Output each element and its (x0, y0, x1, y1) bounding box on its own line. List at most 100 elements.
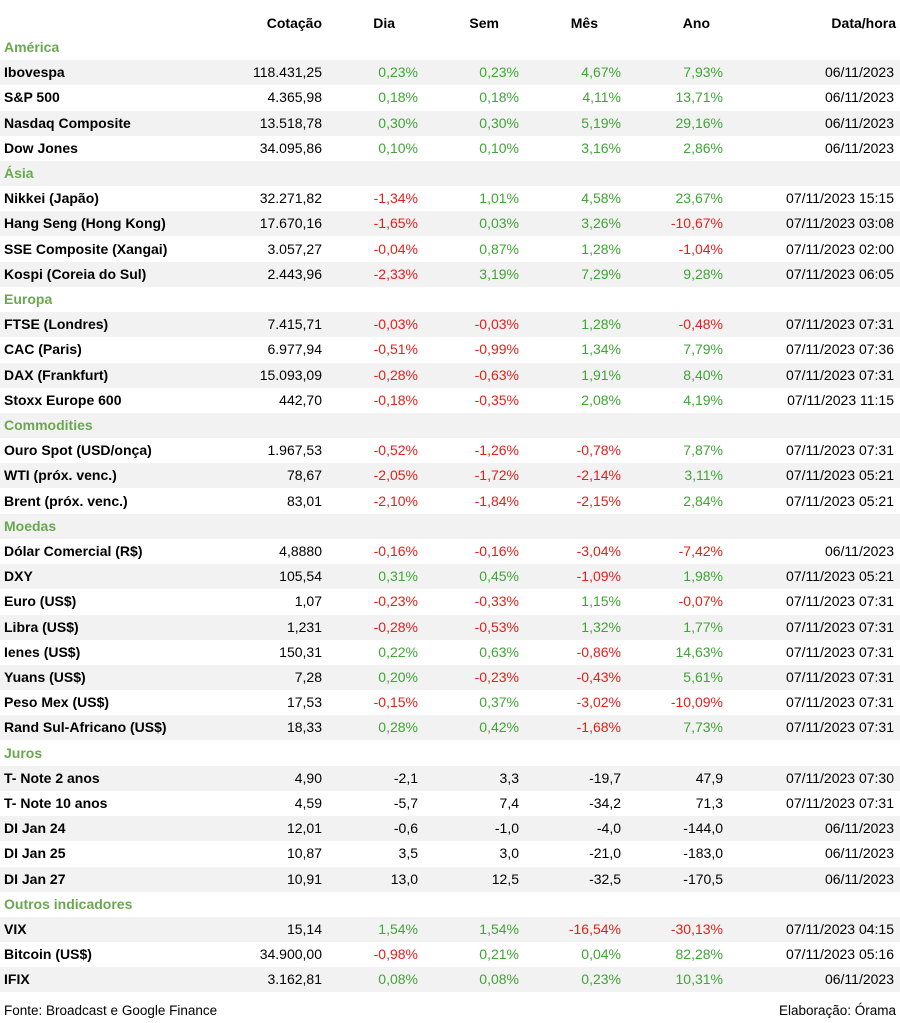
cell-ano: 1,98% (683, 568, 723, 584)
section-title: Commodities (4, 417, 93, 433)
cell-dia: -2,33% (373, 266, 418, 282)
cell-cotacao: 4.365,98 (267, 89, 323, 105)
cell-cotacao: 10,87 (286, 845, 322, 861)
section-title: Ásia (4, 165, 34, 181)
cell-mes: -4,0 (596, 820, 621, 836)
cell-datahora: 07/11/2023 07:31 (786, 316, 894, 332)
cell-ano: 2,84% (683, 493, 723, 509)
cell-cotacao: 17.670,16 (259, 215, 322, 231)
cell-dia: 0,18% (378, 89, 418, 105)
cell-ano: -30,13% (670, 921, 723, 937)
table-row: T- Note 2 anos 4,90 -2,1 3,3 -19,7 47,9 07/11/… (0, 766, 900, 791)
cell-mes: -0,78% (576, 442, 621, 458)
cell-dia: 0,20% (378, 669, 418, 685)
cell-ano: 4,19% (683, 392, 723, 408)
cell-datahora: 07/11/2023 03:08 (786, 215, 894, 231)
cell-cotacao: 32.271,82 (259, 190, 322, 206)
cell-cotacao: 7.415,71 (267, 316, 323, 332)
cell-sem: 0,63% (479, 644, 519, 660)
cell-sem: -1,26% (474, 442, 519, 458)
table-row: S&P 500 4.365,98 0,18% 0,18% 4,11% 13,71% 06/1… (0, 85, 900, 110)
table-row: Stoxx Europe 600 442,70 -0,18% -0,35% 2,08% 4… (0, 388, 900, 413)
header-datahora: Data/hora (831, 15, 896, 31)
cell-dia: 0,08% (378, 971, 418, 987)
cell-sem: -0,53% (474, 619, 519, 635)
cell-mes: 4,11% (582, 89, 621, 105)
row-name: Stoxx Europe 600 (4, 392, 122, 408)
cell-ano: -7,42% (678, 543, 723, 559)
cell-ano: 3,11% (684, 467, 723, 483)
row-name: DI Jan 24 (4, 820, 66, 836)
table-row: DI Jan 27 10,91 13,0 12,5 -32,5 -170,5 06/11/2… (0, 867, 900, 892)
row-name: DI Jan 25 (4, 845, 66, 861)
cell-datahora: 07/11/2023 15:15 (786, 190, 894, 206)
section-header: Ásia (0, 161, 900, 186)
cell-cotacao: 4,90 (294, 770, 322, 786)
cell-cotacao: 18,33 (286, 719, 322, 735)
cell-dia: -2,1 (393, 770, 418, 786)
cell-datahora: 06/11/2023 (824, 871, 894, 887)
cell-sem: -0,16% (474, 543, 519, 559)
table-row: Peso Mex (US$) 17,53 -0,15% 0,37% -3,02% -10,… (0, 690, 900, 715)
cell-sem: -0,03% (474, 316, 519, 332)
cell-dia: 0,30% (378, 115, 418, 131)
header-name (0, 11, 244, 36)
cell-cotacao: 3.057,27 (267, 241, 323, 257)
table-row: DXY 105,54 0,31% 0,45% -1,09% 1,98% 07/11/2023… (0, 564, 900, 589)
cell-cotacao: 15,14 (286, 921, 322, 937)
cell-dia: -2,10% (373, 493, 418, 509)
cell-mes: 1,15% (581, 593, 621, 609)
cell-datahora: 07/11/2023 02:00 (786, 241, 894, 257)
cell-datahora: 07/11/2023 07:30 (786, 770, 894, 786)
table-row: Hang Seng (Hong Kong) 17.670,16 -1,65% 0,03… (0, 211, 900, 236)
cell-sem: 3,0 (499, 845, 519, 861)
credit-note: Elaboração: Órama (778, 1003, 896, 1018)
row-name: Brent (próx. venc.) (4, 493, 128, 509)
cell-ano: -170,5 (683, 871, 723, 887)
cell-dia: -0,03% (373, 316, 418, 332)
table-row: Rand Sul-Africano (US$) 18,33 0,28% 0,42% -1… (0, 715, 900, 740)
row-name: Nikkei (Japão) (4, 190, 99, 206)
cell-ano: 82,28% (675, 946, 723, 962)
cell-dia: -0,18% (373, 392, 418, 408)
row-name: Rand Sul-Africano (US$) (4, 719, 167, 735)
cell-datahora: 07/11/2023 07:31 (786, 644, 894, 660)
cell-sem: 0,30% (479, 115, 519, 131)
table-row: Dow Jones 34.095,86 0,10% 0,10% 3,16% 2,86% 06… (0, 136, 900, 161)
cell-cotacao: 1.967,53 (267, 442, 323, 458)
header-dia: Dia (373, 15, 395, 31)
table-row: Dólar Comercial (R$) 4,8880 -0,16% -0,16% -3… (0, 539, 900, 564)
row-name: T- Note 10 anos (4, 795, 108, 811)
cell-sem: 0,37% (479, 694, 519, 710)
table-row: Kospi (Coreia do Sul) 2.443,96 -2,33% 3,19%… (0, 262, 900, 287)
cell-dia: -0,16% (373, 543, 418, 559)
cell-mes: -1,68% (576, 719, 621, 735)
row-name: VIX (4, 921, 27, 937)
row-name: SSE Composite (Xangai) (4, 241, 168, 257)
row-name: IFIX (4, 971, 30, 987)
cell-ano: 7,73% (683, 719, 723, 735)
table-row: Yuans (US$) 7,28 0,20% -0,23% -0,43% 5,61% 07/… (0, 665, 900, 690)
cell-dia: -0,52% (373, 442, 418, 458)
cell-cotacao: 13.518,78 (259, 115, 322, 131)
cell-dia: -0,28% (373, 367, 418, 383)
table-row: Ouro Spot (USD/onça) 1.967,53 -0,52% -1,26%… (0, 438, 900, 463)
cell-datahora: 07/11/2023 07:31 (786, 694, 894, 710)
row-name: Hang Seng (Hong Kong) (4, 215, 166, 231)
source-note: Fonte: Broadcast e Google Finance (4, 1003, 218, 1018)
cell-dia: 0,28% (378, 719, 418, 735)
row-name: Bitcoin (US$) (4, 946, 92, 962)
cell-cotacao: 1,231 (286, 619, 322, 635)
cell-mes: 0,23% (581, 971, 621, 987)
cell-mes: -21,0 (589, 845, 621, 861)
cell-dia: -2,05% (373, 467, 418, 483)
row-name: Yuans (US$) (4, 669, 86, 685)
section-title: Europa (4, 291, 53, 307)
cell-sem: 0,42% (479, 719, 519, 735)
section-header: América (0, 35, 900, 60)
section-header: Juros (0, 741, 900, 766)
cell-dia: 0,22% (378, 644, 418, 660)
row-name: DI Jan 27 (4, 871, 66, 887)
cell-mes: 4,58% (581, 190, 621, 206)
cell-ano: 7,79% (683, 341, 723, 357)
